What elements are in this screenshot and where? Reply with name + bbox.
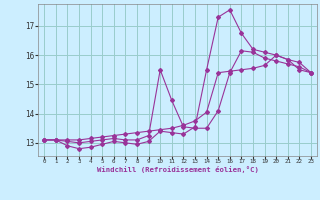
X-axis label: Windchill (Refroidissement éolien,°C): Windchill (Refroidissement éolien,°C): [97, 166, 259, 173]
